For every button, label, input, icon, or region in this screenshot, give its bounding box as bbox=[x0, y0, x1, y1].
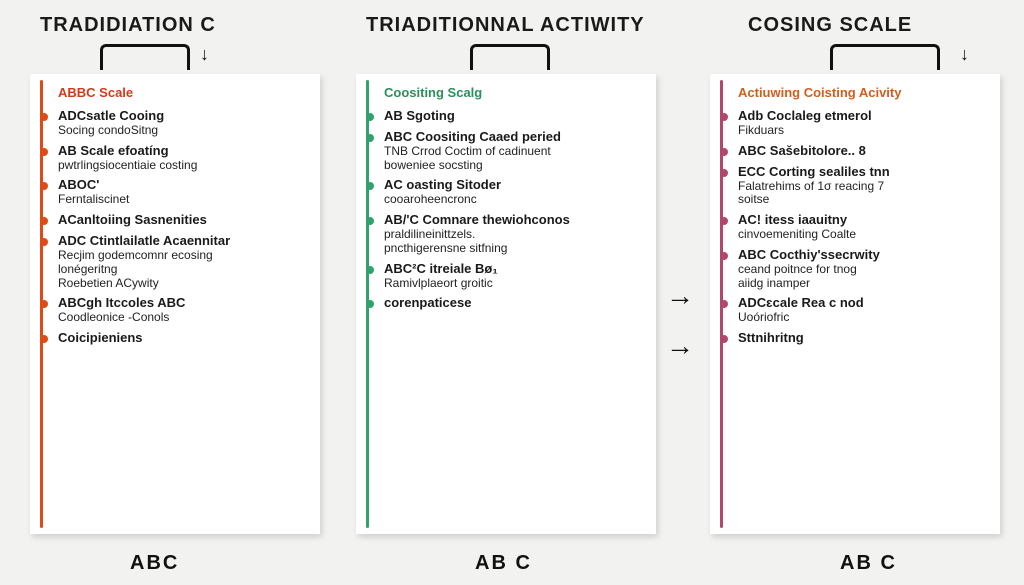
list-item: AB Scale efoatíngpwtrlingsiocentiaie cos… bbox=[58, 144, 306, 173]
bullet-icon bbox=[40, 148, 48, 156]
bullet-icon bbox=[720, 169, 728, 177]
list-item: Adb Coclaleg etmerolFikduars bbox=[738, 109, 986, 138]
whiteboard-diagram: TRADIDIATION C ↓ ABBC Scale ADCsatle Coo… bbox=[0, 0, 1024, 585]
bullet-icon bbox=[366, 134, 374, 142]
list-item: ACanltoiing Sasnenities bbox=[58, 213, 306, 228]
list-item: Coicipieniens bbox=[58, 331, 306, 346]
column-2-header: TRIADITIONNAL ACTIWITY bbox=[366, 14, 645, 37]
item-heading: Sttnihritng bbox=[738, 331, 986, 346]
item-subtext: Falatrehims of 1σ reacing 7 soitse bbox=[738, 180, 986, 208]
bullet-icon bbox=[366, 300, 374, 308]
bullet-icon bbox=[40, 182, 48, 190]
item-heading: corenpaticese bbox=[384, 296, 642, 311]
panel-2-title: Coositing Scalg bbox=[384, 86, 642, 101]
item-heading: ADC Ctintlailatle Acaennitar bbox=[58, 234, 306, 249]
panel-1: ABBC Scale ADCsatle CooingSocing condoSi… bbox=[30, 74, 320, 534]
panel-3-title: Actiuwing Coisting Acivity bbox=[738, 86, 986, 101]
panel-3-x-label: AB C bbox=[840, 552, 897, 575]
item-heading: ACanltoiing Sasnenities bbox=[58, 213, 306, 228]
bullet-icon bbox=[40, 300, 48, 308]
list-item: ABC Cocthiy'ssecrwityceand poitnce for t… bbox=[738, 248, 986, 291]
bullet-icon bbox=[40, 113, 48, 121]
list-item: ABCgh Itccoles ABCCoodleonice -Conols bbox=[58, 296, 306, 325]
item-subtext: Ferntaliscinet bbox=[58, 193, 306, 207]
item-subtext: Ramivlplaeort groitic bbox=[384, 277, 642, 291]
item-heading: ABC Cocthiy'ssecrwity bbox=[738, 248, 986, 263]
item-heading: Coicipieniens bbox=[58, 331, 306, 346]
bullet-icon bbox=[40, 335, 48, 343]
panel-2-x-label: AB C bbox=[475, 552, 532, 575]
list-item: ADCsatle CooingSocing condoSitng bbox=[58, 109, 306, 138]
column-1-down-arrow-icon: ↓ bbox=[200, 44, 209, 65]
bullet-icon bbox=[366, 266, 374, 274]
panel-3-items: Adb Coclaleg etmerolFikduars ABC Sašebito… bbox=[738, 109, 986, 346]
list-item: ABC Sašebitolore.. 8 bbox=[738, 144, 986, 159]
panel-1-x-label: ABC bbox=[130, 552, 179, 575]
item-heading: ABOC' bbox=[58, 178, 306, 193]
bullet-icon bbox=[720, 300, 728, 308]
item-heading: AC! itess iaauitny bbox=[738, 213, 986, 228]
item-heading: AB Sgoting bbox=[384, 109, 642, 124]
item-subtext: TNB Crrod Coctim of cadinuent boweniee s… bbox=[384, 145, 642, 173]
item-subtext: cooaroheencronc bbox=[384, 193, 642, 207]
item-subtext: Uoóriofric bbox=[738, 311, 986, 325]
item-heading: ABC Coositing Caaed peried bbox=[384, 130, 642, 145]
item-heading: ABC Sašebitolore.. 8 bbox=[738, 144, 986, 159]
list-item: AB/'C Comnare thewiohconospraldilineinit… bbox=[384, 213, 642, 256]
panel-2-items: AB Sgoting ABC Coositing Caaed periedTNB … bbox=[384, 109, 642, 311]
list-item: ADCɛcale Rea c nodUoóriofric bbox=[738, 296, 986, 325]
column-3-header: COSING SCALE bbox=[748, 14, 912, 37]
bullet-icon bbox=[720, 252, 728, 260]
item-heading: AB Scale efoatíng bbox=[58, 144, 306, 159]
item-heading: Adb Coclaleg etmerol bbox=[738, 109, 986, 124]
list-item: AC! itess iaauitnycinvoemeniting Coalte bbox=[738, 213, 986, 242]
bullet-icon bbox=[366, 113, 374, 121]
list-item: ABC²C itreiale Bø₁Ramivlplaeort groitic bbox=[384, 262, 642, 291]
bullet-icon bbox=[720, 148, 728, 156]
list-item: AB Sgoting bbox=[384, 109, 642, 124]
item-subtext: Fikduars bbox=[738, 124, 986, 138]
list-item: AC oasting Sitodercooaroheencronc bbox=[384, 178, 642, 207]
item-heading: AC oasting Sitoder bbox=[384, 178, 642, 193]
list-item: ABOC'Ferntaliscinet bbox=[58, 178, 306, 207]
list-item: ECC Corting sealiles tnnFalatrehims of 1… bbox=[738, 165, 986, 208]
item-heading: ABCgh Itccoles ABC bbox=[58, 296, 306, 311]
bullet-icon bbox=[720, 335, 728, 343]
item-heading: ADCɛcale Rea c nod bbox=[738, 296, 986, 311]
item-subtext: pwtrlingsiocentiaie costing bbox=[58, 159, 306, 173]
list-item: ADC Ctintlailatle AcaennitarRecjim godem… bbox=[58, 234, 306, 290]
item-subtext: Socing condoSitng bbox=[58, 124, 306, 138]
bullet-icon bbox=[720, 217, 728, 225]
item-subtext: praldilineinittzels. pncthigerensne sitf… bbox=[384, 228, 642, 256]
panel-2: Coositing Scalg AB Sgoting ABC Coositing … bbox=[356, 74, 656, 534]
item-heading: ADCsatle Cooing bbox=[58, 109, 306, 124]
list-item: Sttnihritng bbox=[738, 331, 986, 346]
item-subtext: ceand poitnce for tnog aiidg inamper bbox=[738, 263, 986, 291]
bullet-icon bbox=[40, 217, 48, 225]
column-3-down-arrow-icon: ↓ bbox=[960, 44, 969, 65]
item-heading: ABC²C itreiale Bø₁ bbox=[384, 262, 642, 277]
column-1-bracket bbox=[100, 44, 190, 70]
column-3-bracket bbox=[830, 44, 940, 70]
bullet-icon bbox=[40, 238, 48, 246]
item-subtext: cinvoemeniting Coalte bbox=[738, 228, 986, 242]
column-2-bracket bbox=[470, 44, 550, 70]
panel-3: Actiuwing Coisting Acivity Adb Coclaleg … bbox=[710, 74, 1000, 534]
flow-arrow-icon: → bbox=[666, 280, 694, 312]
panel-1-title: ABBC Scale bbox=[58, 86, 306, 101]
column-1-header: TRADIDIATION C bbox=[40, 14, 216, 37]
item-subtext: Recjim godemcomnr ecosing lonégeritng Ro… bbox=[58, 249, 306, 290]
panel-1-items: ADCsatle CooingSocing condoSitng AB Scale… bbox=[58, 109, 306, 346]
item-heading: AB/'C Comnare thewiohconos bbox=[384, 213, 642, 228]
flow-arrow-icon: → bbox=[666, 330, 694, 362]
bullet-icon bbox=[720, 113, 728, 121]
list-item: corenpaticese bbox=[384, 296, 642, 311]
bullet-icon bbox=[366, 182, 374, 190]
bullet-icon bbox=[366, 217, 374, 225]
item-subtext: Coodleonice -Conols bbox=[58, 311, 306, 325]
item-heading: ECC Corting sealiles tnn bbox=[738, 165, 986, 180]
list-item: ABC Coositing Caaed periedTNB Crrod Coct… bbox=[384, 130, 642, 173]
